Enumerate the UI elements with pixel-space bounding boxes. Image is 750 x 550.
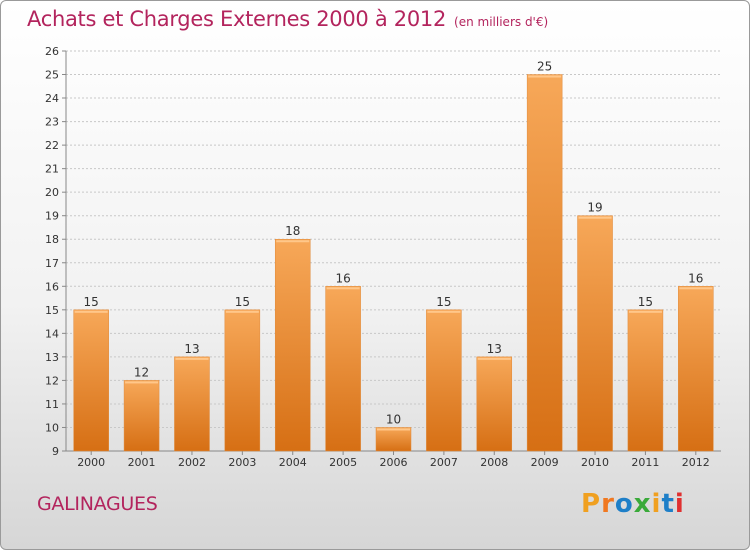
x-tick-label-2004: 2004 [279, 456, 307, 469]
x-tick-label-2006: 2006 [380, 456, 408, 469]
chart-title: Achats et Charges Externes 2000 à 2012 (e… [27, 7, 548, 31]
bar-highlight [276, 240, 310, 243]
bar-highlight [377, 428, 410, 431]
y-tick-label: 13 [45, 351, 59, 364]
x-tick-label-2003: 2003 [228, 456, 256, 469]
y-tick-label: 25 [45, 69, 59, 82]
bar-2004 [274, 238, 311, 452]
logo-letter: o [614, 489, 634, 519]
value-label-2005: 16 [335, 271, 350, 285]
bar-highlight [427, 310, 461, 313]
bar-highlight [578, 216, 612, 219]
y-tick-label: 17 [45, 257, 59, 270]
y-tick-label: 15 [45, 304, 59, 317]
grid-layer [66, 50, 721, 428]
value-label-2010: 19 [587, 201, 602, 215]
bar-highlight [125, 381, 159, 384]
value-label-2000: 15 [84, 295, 99, 309]
value-label-2003: 15 [235, 295, 250, 309]
logo-letter: r [601, 489, 615, 519]
value-label-2006: 10 [386, 412, 401, 426]
proxiti-logo[interactable]: Proxiti [581, 489, 685, 519]
y-tick-label: 10 [45, 421, 59, 434]
x-tick-label-2009: 2009 [531, 456, 559, 469]
x-tick-label-2008: 2008 [480, 456, 508, 469]
y-tick-label: 21 [45, 163, 59, 176]
y-tick-label: 20 [45, 186, 59, 199]
bar-2010 [577, 215, 613, 452]
x-tick-label-2000: 2000 [77, 456, 105, 469]
y-tick-label: 14 [45, 327, 59, 340]
value-label-2001: 12 [134, 365, 149, 379]
y-tick-label: 23 [45, 116, 59, 129]
bar-highlight [679, 287, 713, 290]
y-tick-label: 11 [45, 398, 59, 411]
y-tick-label: 12 [45, 374, 59, 387]
logo-letter: x [633, 489, 652, 519]
logo-letter: t [661, 489, 675, 519]
bar-highlight [477, 357, 511, 360]
x-tick-label-2007: 2007 [430, 456, 458, 469]
logo-letter: i [674, 489, 685, 519]
bar-highlight [628, 310, 662, 313]
value-label-2011: 15 [638, 295, 653, 309]
logo-letter: i [651, 489, 662, 519]
value-label-2009: 25 [537, 60, 552, 74]
bar-layer [73, 74, 714, 452]
bar-2000 [73, 309, 109, 452]
bar-2002 [174, 356, 210, 452]
x-tick-label-2001: 2001 [128, 456, 156, 469]
x-tick-label-2010: 2010 [581, 456, 609, 469]
y-tick-label: 19 [45, 210, 59, 223]
x-tick-label-2011: 2011 [631, 456, 659, 469]
bar-2012 [678, 286, 714, 452]
bar-2011 [627, 309, 664, 452]
y-tick-label: 26 [45, 45, 59, 58]
x-tick-label-2005: 2005 [329, 456, 357, 469]
bar-highlight [175, 357, 209, 360]
value-label-2007: 15 [436, 295, 451, 309]
bar-2007 [426, 309, 462, 452]
value-label-2008: 13 [487, 342, 502, 356]
value-label-2012: 16 [688, 271, 703, 285]
y-tick-label: 9 [52, 445, 59, 458]
x-tick-label-2012: 2012 [682, 456, 710, 469]
y-tick-label: 22 [45, 139, 59, 152]
bar-2008 [476, 356, 513, 452]
bar-2005 [325, 286, 361, 452]
chart-title-text: Achats et Charges Externes 2000 à 2012 [27, 7, 447, 31]
bar-highlight [74, 310, 108, 313]
bar-highlight [528, 75, 562, 78]
bar-2001 [123, 380, 160, 452]
bar-highlight [326, 287, 360, 290]
label-layer: 15 12 13 15 18 16 10 15 13 25 19 15 16 [84, 60, 704, 427]
y-tick-label: 16 [45, 280, 59, 293]
x-tick-label-2002: 2002 [178, 456, 206, 469]
value-label-2002: 13 [184, 342, 199, 356]
bar-2009 [526, 74, 563, 452]
bar-2006 [375, 427, 412, 452]
logo-letter: P [581, 489, 602, 519]
y-tick-label: 24 [45, 92, 59, 105]
value-label-2004: 18 [285, 224, 300, 238]
bar-highlight [225, 310, 259, 313]
chart-subtitle: (en milliers d'€) [454, 15, 549, 29]
commune-name: GALINAGUES [37, 493, 158, 515]
bar-2003 [224, 309, 261, 452]
y-tick-label: 18 [45, 233, 59, 246]
